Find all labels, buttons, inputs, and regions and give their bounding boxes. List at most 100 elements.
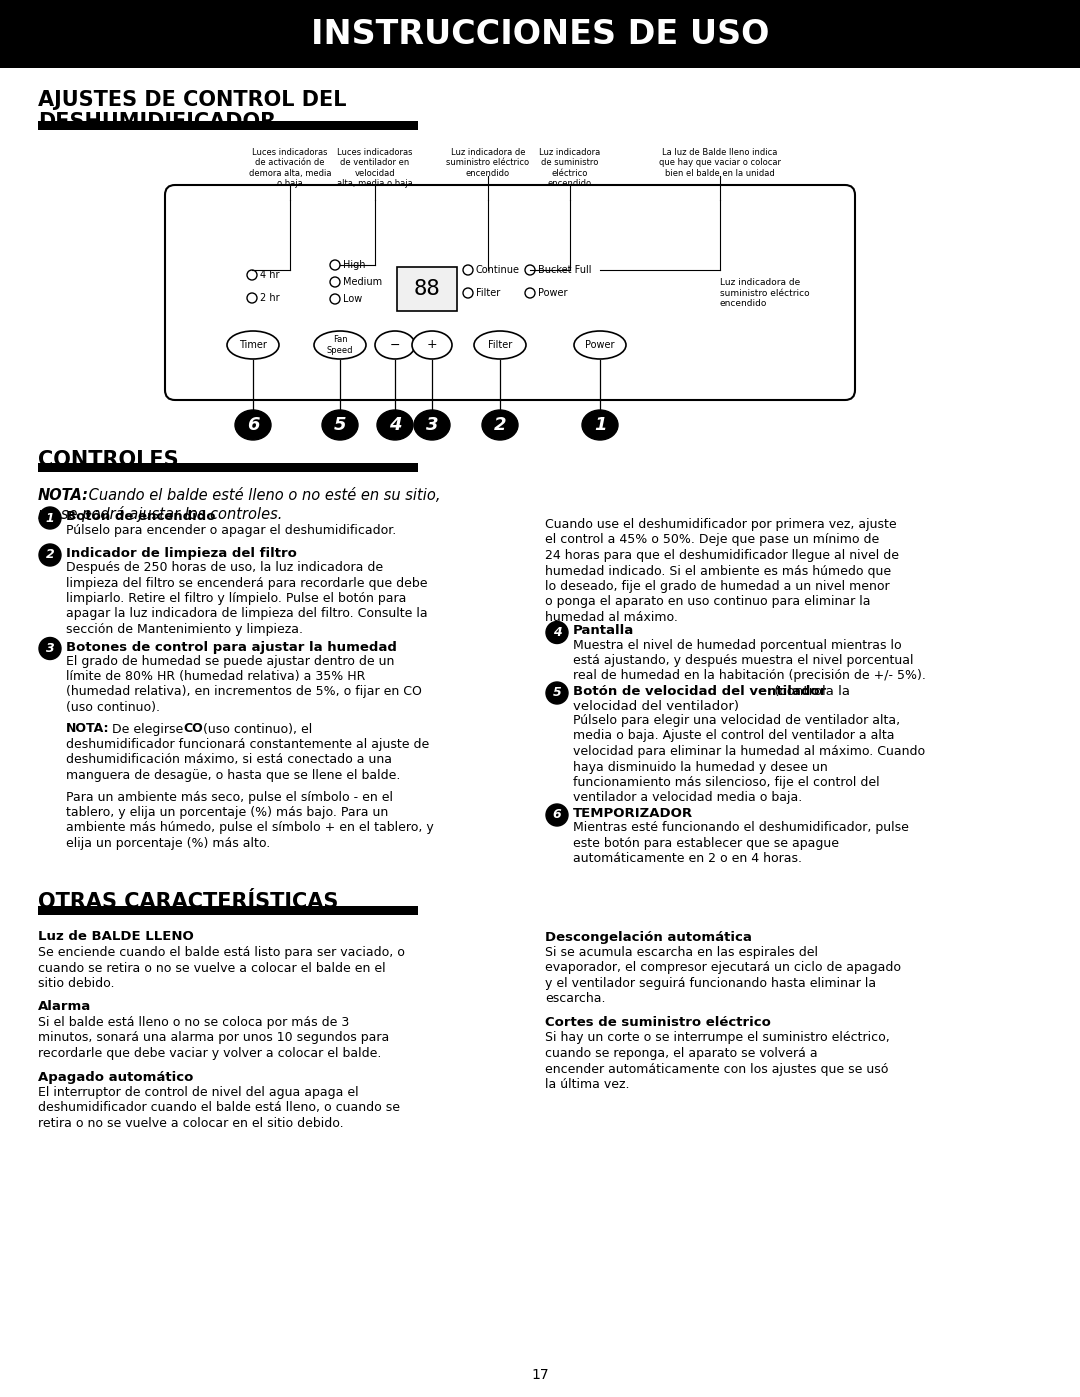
Text: cuando se retira o no se vuelve a colocar el balde en el: cuando se retira o no se vuelve a coloca…	[38, 961, 386, 975]
Text: recordarle que debe vaciar y volver a colocar el balde.: recordarle que debe vaciar y volver a co…	[38, 1046, 381, 1060]
Text: 1: 1	[594, 416, 606, 434]
Text: Se enciende cuando el balde está listo para ser vaciado, o: Se enciende cuando el balde está listo p…	[38, 946, 405, 958]
Text: elija un porcentaje (%) más alto.: elija un porcentaje (%) más alto.	[66, 837, 270, 849]
Text: Fan
Speed: Fan Speed	[327, 335, 353, 355]
Text: El interruptor de control de nivel del agua apaga el: El interruptor de control de nivel del a…	[38, 1085, 359, 1099]
Text: Descongelación automática: Descongelación automática	[545, 930, 752, 943]
Text: funcionamiento más silencioso, fije el control del: funcionamiento más silencioso, fije el c…	[573, 775, 879, 789]
Text: cuando se reponga, el aparato se volverá a: cuando se reponga, el aparato se volverá…	[545, 1046, 818, 1060]
Circle shape	[525, 288, 535, 298]
Text: De elegirse: De elegirse	[108, 722, 187, 735]
Text: 4 hr: 4 hr	[260, 270, 280, 279]
Text: deshumidificador cuando el balde está lleno, o cuando se: deshumidificador cuando el balde está ll…	[38, 1101, 400, 1115]
Ellipse shape	[474, 331, 526, 359]
Text: Power: Power	[538, 288, 567, 298]
Text: o ponga el aparato en uso continuo para eliminar la: o ponga el aparato en uso continuo para …	[545, 595, 870, 609]
Text: AJUSTES DE CONTROL DEL: AJUSTES DE CONTROL DEL	[38, 89, 347, 110]
Text: Después de 250 horas de uso, la luz indicadora de: Después de 250 horas de uso, la luz indi…	[66, 562, 383, 574]
Bar	[38, 905, 418, 915]
Text: DESHUMIDIFICADOR: DESHUMIDIFICADOR	[38, 112, 276, 131]
Text: 2: 2	[494, 416, 507, 434]
Circle shape	[330, 277, 340, 286]
Text: limpieza del filtro se encenderá para recordarle que debe: limpieza del filtro se encenderá para re…	[66, 577, 428, 590]
Text: 3: 3	[426, 416, 438, 434]
Text: limpiarlo. Retire el filtro y límpielo. Pulse el botón para: limpiarlo. Retire el filtro y límpielo. …	[66, 592, 406, 605]
Text: La luz de Balde lleno indica
que hay que vaciar o colocar
bien el balde en la un: La luz de Balde lleno indica que hay que…	[659, 148, 781, 177]
Text: humedad al máximo.: humedad al máximo.	[545, 610, 678, 624]
Text: y el ventilador seguirá funcionando hasta eliminar la: y el ventilador seguirá funcionando hast…	[545, 977, 876, 990]
Text: Luz indicadora de
suministro eléctrico
encendido: Luz indicadora de suministro eléctrico e…	[446, 148, 529, 177]
Text: (uso continuo), el: (uso continuo), el	[199, 722, 312, 735]
Text: Muestra el nivel de humedad porcentual mientras lo: Muestra el nivel de humedad porcentual m…	[573, 638, 902, 651]
Ellipse shape	[546, 682, 568, 704]
Ellipse shape	[582, 409, 618, 440]
Text: deshumidificación máximo, si está conectado a una: deshumidificación máximo, si está conect…	[66, 753, 392, 767]
Text: automáticamente en 2 o en 4 horas.: automáticamente en 2 o en 4 horas.	[573, 852, 802, 865]
Text: Cuando el balde esté lleno o no esté en su sitio,: Cuando el balde esté lleno o no esté en …	[84, 488, 441, 503]
Text: retira o no se vuelve a colocar en el sitio debido.: retira o no se vuelve a colocar en el si…	[38, 1118, 343, 1130]
Circle shape	[525, 265, 535, 275]
Text: no se podrá ajustar los controles.: no se podrá ajustar los controles.	[38, 506, 282, 522]
Circle shape	[330, 260, 340, 270]
Text: Indicador de limpieza del filtro: Indicador de limpieza del filtro	[66, 548, 297, 560]
Text: Bucket Full: Bucket Full	[538, 265, 592, 275]
Text: Filter: Filter	[488, 339, 512, 351]
Ellipse shape	[411, 331, 453, 359]
Circle shape	[330, 293, 340, 305]
Text: Alarma: Alarma	[38, 1000, 91, 1013]
Text: 5: 5	[553, 686, 562, 700]
Ellipse shape	[482, 409, 518, 440]
Text: 5: 5	[334, 416, 347, 434]
Text: apagar la luz indicadora de limpieza del filtro. Consulte la: apagar la luz indicadora de limpieza del…	[66, 608, 428, 620]
Text: minutos, sonará una alarma por unos 10 segundos para: minutos, sonará una alarma por unos 10 s…	[38, 1031, 389, 1045]
Text: deshumidificador funcionará constantemente al ajuste de: deshumidificador funcionará constantemen…	[66, 738, 429, 752]
Text: Si hay un corte o se interrumpe el suministro eléctrico,: Si hay un corte o se interrumpe el sumin…	[545, 1031, 890, 1045]
Text: 1: 1	[45, 511, 54, 524]
Ellipse shape	[414, 409, 450, 440]
Text: High: High	[343, 260, 365, 270]
Text: ventilador a velocidad media o baja.: ventilador a velocidad media o baja.	[573, 792, 802, 805]
Text: Luces indicadoras
de activación de
demora alta, media
o baja: Luces indicadoras de activación de demor…	[248, 148, 332, 189]
Text: 6: 6	[246, 416, 259, 434]
Text: Para un ambiente más seco, pulse el símbolo - en el: Para un ambiente más seco, pulse el símb…	[66, 791, 393, 803]
Text: Luz indicadora de
suministro eléctrico
encendido: Luz indicadora de suministro eléctrico e…	[720, 278, 810, 307]
Text: Luz de BALDE LLENO: Luz de BALDE LLENO	[38, 930, 193, 943]
Text: este botón para establecer que se apague: este botón para establecer que se apague	[573, 837, 839, 849]
Text: CONTROLES: CONTROLES	[38, 450, 178, 469]
Text: 2: 2	[45, 549, 54, 562]
Text: INSTRUCCIONES DE USO: INSTRUCCIONES DE USO	[311, 18, 769, 50]
Text: −: −	[390, 338, 401, 352]
Text: 6: 6	[553, 809, 562, 821]
Ellipse shape	[546, 805, 568, 826]
Text: encender automáticamente con los ajustes que se usó: encender automáticamente con los ajustes…	[545, 1063, 889, 1076]
Circle shape	[247, 270, 257, 279]
Text: +: +	[427, 338, 437, 352]
Ellipse shape	[39, 543, 60, 566]
Ellipse shape	[546, 622, 568, 644]
Ellipse shape	[573, 331, 626, 359]
Ellipse shape	[322, 409, 357, 440]
Text: El grado de humedad se puede ajustar dentro de un: El grado de humedad se puede ajustar den…	[66, 655, 394, 668]
Text: velocidad del ventilador): velocidad del ventilador)	[573, 700, 739, 712]
FancyBboxPatch shape	[165, 184, 855, 400]
Text: límite de 80% HR (humedad relativa) a 35% HR: límite de 80% HR (humedad relativa) a 35…	[66, 671, 365, 683]
Text: Low: Low	[343, 293, 362, 305]
Text: Botón de velocidad del ventilador: Botón de velocidad del ventilador	[573, 685, 826, 698]
Text: OTRAS CARACTERÍSTICAS: OTRAS CARACTERÍSTICAS	[38, 893, 338, 912]
Ellipse shape	[235, 409, 271, 440]
Text: real de humedad en la habitación (precisión de +/- 5%).: real de humedad en la habitación (precis…	[573, 669, 926, 683]
Text: Power: Power	[585, 339, 615, 351]
Text: Si se acumula escarcha en las espirales del: Si se acumula escarcha en las espirales …	[545, 946, 818, 958]
Text: media o baja. Ajuste el control del ventilador a alta: media o baja. Ajuste el control del vent…	[573, 729, 894, 742]
Circle shape	[463, 288, 473, 298]
Text: 3: 3	[45, 643, 54, 655]
Text: ambiente más húmedo, pulse el símbolo + en el tablero, y: ambiente más húmedo, pulse el símbolo + …	[66, 821, 434, 834]
Text: Continue: Continue	[476, 265, 519, 275]
Text: Luz indicadora
de suministro
eléctrico
encendido: Luz indicadora de suministro eléctrico e…	[539, 148, 600, 189]
Text: evaporador, el compresor ejecutará un ciclo de apagado: evaporador, el compresor ejecutará un ci…	[545, 961, 901, 975]
Text: haya disminuido la humedad y desee un: haya disminuido la humedad y desee un	[573, 760, 827, 774]
Text: Púlselo para elegir una velocidad de ventilador alta,: Púlselo para elegir una velocidad de ven…	[573, 714, 900, 726]
Circle shape	[463, 265, 473, 275]
Ellipse shape	[39, 507, 60, 529]
FancyBboxPatch shape	[397, 267, 457, 312]
